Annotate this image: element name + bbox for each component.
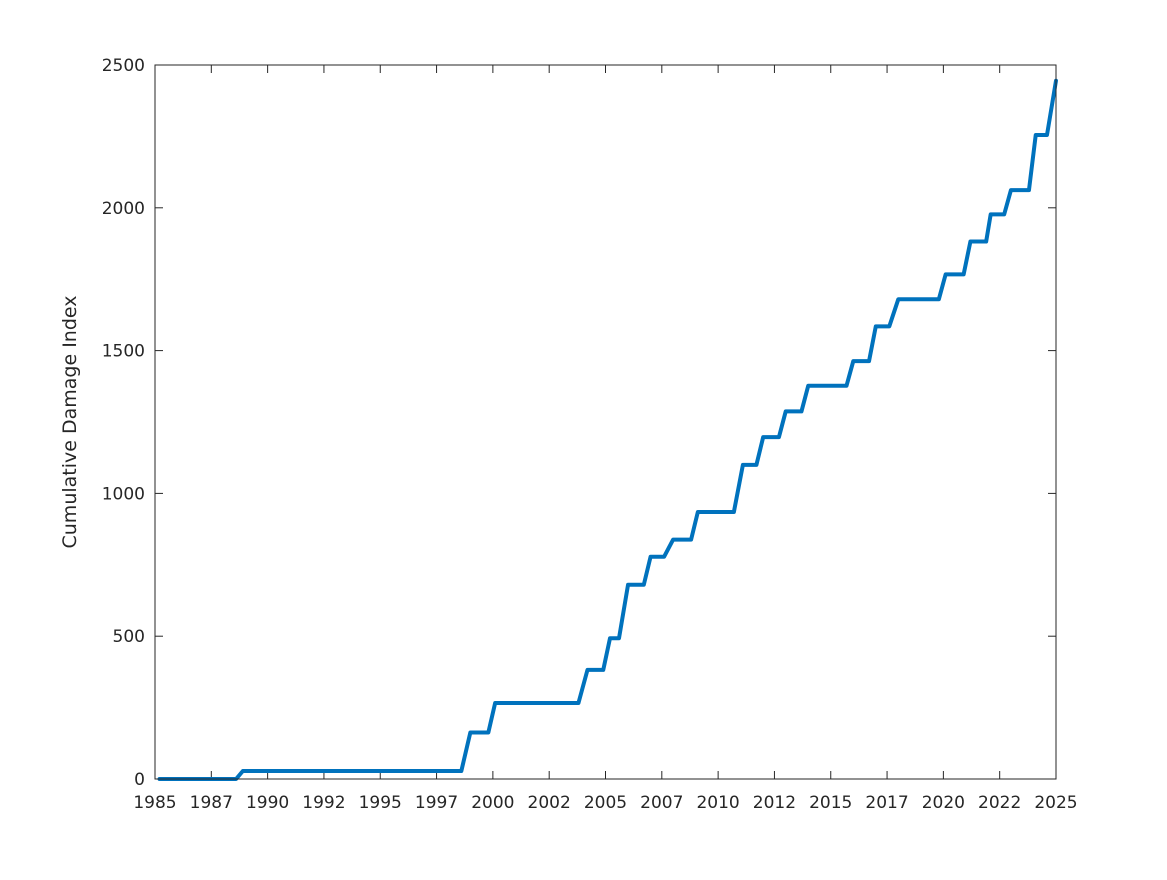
x-tick-label: 2020 [922, 793, 965, 813]
x-tick-label: 2015 [809, 793, 852, 813]
x-tick-label: 1990 [246, 793, 289, 813]
y-tick-label: 2500 [102, 56, 145, 76]
x-tick-label: 1992 [302, 793, 345, 813]
x-tick-label: 2012 [753, 793, 796, 813]
y-tick-label: 2000 [102, 199, 145, 219]
y-tick-label: 1000 [102, 484, 145, 504]
plot-area [155, 65, 1056, 779]
x-tick-label: 2007 [640, 793, 683, 813]
x-tick-label: 2002 [528, 793, 571, 813]
y-tick-label: 0 [134, 770, 145, 790]
x-tick-label: 1997 [415, 793, 458, 813]
x-tick-label: 1995 [359, 793, 402, 813]
y-tick-label: 1500 [102, 342, 145, 362]
y-tick-label: 500 [113, 627, 145, 647]
x-tick-label: 1987 [190, 793, 233, 813]
x-tick-label: 2005 [584, 793, 627, 813]
series-line-0 [157, 78, 1058, 781]
axes-box [154, 64, 1057, 780]
x-tick-label: 2017 [865, 793, 908, 813]
x-tick-label: 2025 [1034, 793, 1077, 813]
x-tick-label: 1985 [133, 793, 176, 813]
series-group [157, 78, 1058, 781]
x-tick-label: 2022 [978, 793, 1021, 813]
x-tick-label: 2010 [696, 793, 739, 813]
y-axis-label: Cumulative Damage Index [59, 295, 81, 548]
x-axis-ticks: 1985 1987 1990 1992 1995 1997 2000 2002 2005 2007… [133, 65, 1078, 813]
x-tick-label: 2000 [471, 793, 514, 813]
y-axis-ticks: 0 500 1000 1500 2000 2500 [102, 56, 1056, 790]
